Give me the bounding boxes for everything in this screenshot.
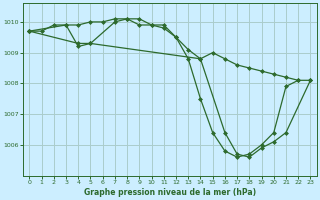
X-axis label: Graphe pression niveau de la mer (hPa): Graphe pression niveau de la mer (hPa)	[84, 188, 256, 197]
